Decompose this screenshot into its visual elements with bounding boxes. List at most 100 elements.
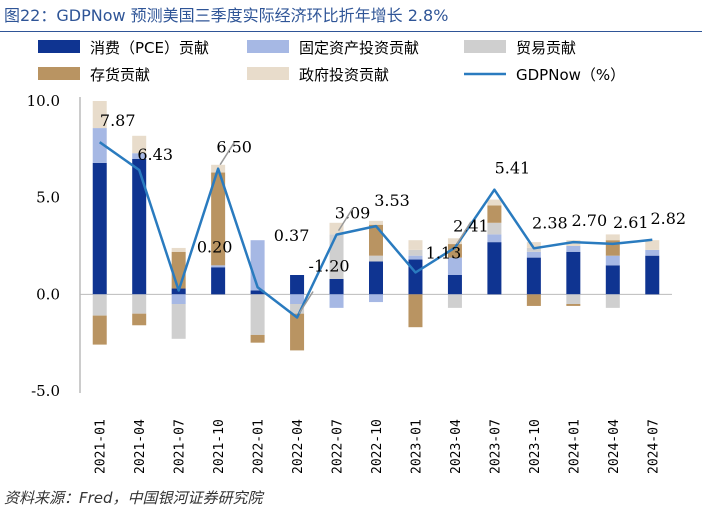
gdpnow-line [98, 141, 653, 319]
bar-investment [645, 249, 660, 256]
data-label: 0.20 [197, 237, 233, 256]
legend-swatch-government [247, 67, 289, 80]
data-label: 2.41 [453, 217, 489, 236]
label-leader [456, 221, 472, 245]
bar-inventory [566, 304, 581, 306]
legend-label-trade: 贸易贡献 [516, 39, 576, 57]
bar-investment [447, 257, 462, 275]
y-tick-label: -5.0 [31, 382, 60, 400]
bar-government [408, 240, 423, 250]
bar-government [171, 247, 186, 252]
bar-consumption [369, 261, 383, 295]
bar-consumption [250, 290, 265, 295]
data-label: 2.82 [650, 209, 686, 228]
x-tick-label: 2023-01 [409, 419, 424, 474]
title-rule [0, 31, 702, 32]
x-axis: 2021-01 2021-04 2021-07 2021-10 2022-01 2022-… [94, 419, 662, 474]
data-label: 5.41 [495, 159, 531, 178]
legend-label-government: 政府投资贡献 [299, 66, 389, 84]
legend-swatch-inventory [38, 67, 80, 80]
legend-swatch-trade [464, 40, 506, 53]
bar-investment [487, 234, 502, 243]
x-tick-label: 2021-04 [133, 419, 148, 474]
bar-consumption [329, 278, 344, 295]
bar-inventory [132, 313, 147, 326]
y-tick-label: 10.0 [27, 92, 60, 110]
bar-consumption [408, 259, 423, 295]
bar-inventory [369, 224, 383, 256]
x-tick-label: 2022-10 [370, 419, 385, 474]
bar-government [92, 101, 107, 129]
bar-trade [290, 304, 305, 314]
data-label: -1.20 [309, 257, 350, 276]
bar-investment [566, 246, 581, 252]
x-tick-label: 2023-04 [449, 419, 464, 474]
gdpnow-series-line [98, 141, 653, 319]
bar-inventory [290, 313, 305, 351]
bar-inventory [92, 315, 107, 345]
bar-government [605, 234, 620, 241]
x-tick-label: 2023-07 [488, 419, 503, 474]
bar-trade [329, 234, 344, 279]
bar-trade [92, 294, 107, 316]
legend-label-consumption: 消费（PCE）贡献 [90, 39, 209, 57]
data-label: 6.43 [137, 145, 173, 164]
bar-consumption [211, 267, 226, 295]
bar-investment [132, 153, 147, 159]
bar-investment [92, 128, 107, 163]
x-tick-label: 2022-01 [252, 419, 267, 474]
x-tick-label: 2023-10 [528, 419, 543, 474]
bar-trade [487, 222, 502, 235]
bar-investment [329, 294, 344, 308]
y-tick-label: 5.0 [36, 189, 60, 207]
bar-government [526, 242, 541, 248]
bar-trade [250, 294, 265, 335]
bar-investment [290, 294, 305, 304]
bar-inventory [447, 244, 462, 258]
bar-investment [250, 240, 265, 291]
x-tick-label: 2024-07 [646, 419, 661, 474]
legend-label-gdpnow: GDPNow（%） [516, 66, 625, 84]
legend-swatch-investment [247, 40, 289, 53]
label-leader [219, 142, 235, 166]
label-leader [298, 291, 314, 314]
x-tick-label: 2022-07 [331, 419, 346, 474]
data-labels: 7.876.43 0.20 6.50 0.37 -1.20 3.093.53 1.13 2.4… [100, 111, 686, 314]
bar-inventory [408, 294, 423, 328]
data-label: 6.50 [216, 138, 252, 157]
bar-investment [211, 265, 226, 268]
bar-consumption [487, 242, 502, 295]
bar-trade [566, 294, 581, 304]
x-tick-label: 2022-04 [291, 419, 306, 474]
bar-government [132, 135, 147, 154]
bar-inventory [526, 294, 541, 306]
bar-consumption [645, 255, 660, 295]
bar-trade [526, 247, 541, 252]
legend-label-investment: 固定资产投资贡献 [299, 39, 419, 57]
x-tick-label: 2021-07 [173, 419, 188, 474]
bar-inventory [487, 205, 502, 223]
data-label: 2.38 [532, 213, 568, 232]
data-label: 3.09 [335, 204, 371, 223]
bar-consumption [526, 257, 541, 295]
bar-trade [171, 304, 186, 339]
bar-inventory [250, 334, 265, 343]
bar-investment [605, 255, 620, 266]
y-tick-label: 0.0 [36, 285, 60, 303]
bar-government [369, 220, 383, 225]
x-tick-label: 2021-01 [94, 419, 109, 474]
source-note: 资料来源：Fred，中国银河证券研究院 [4, 489, 263, 507]
data-label: 1.13 [426, 243, 462, 262]
bar-trade [605, 294, 620, 308]
bar-government [487, 199, 502, 206]
bar-trade [408, 249, 423, 256]
bar-consumption [566, 251, 581, 295]
bar-government [645, 240, 660, 250]
x-tick-label: 2024-01 [567, 419, 582, 474]
data-label: 0.37 [274, 226, 310, 245]
bar-inventory [171, 251, 186, 289]
label-leader [337, 208, 354, 231]
legend-swatch-consumption [38, 40, 80, 53]
